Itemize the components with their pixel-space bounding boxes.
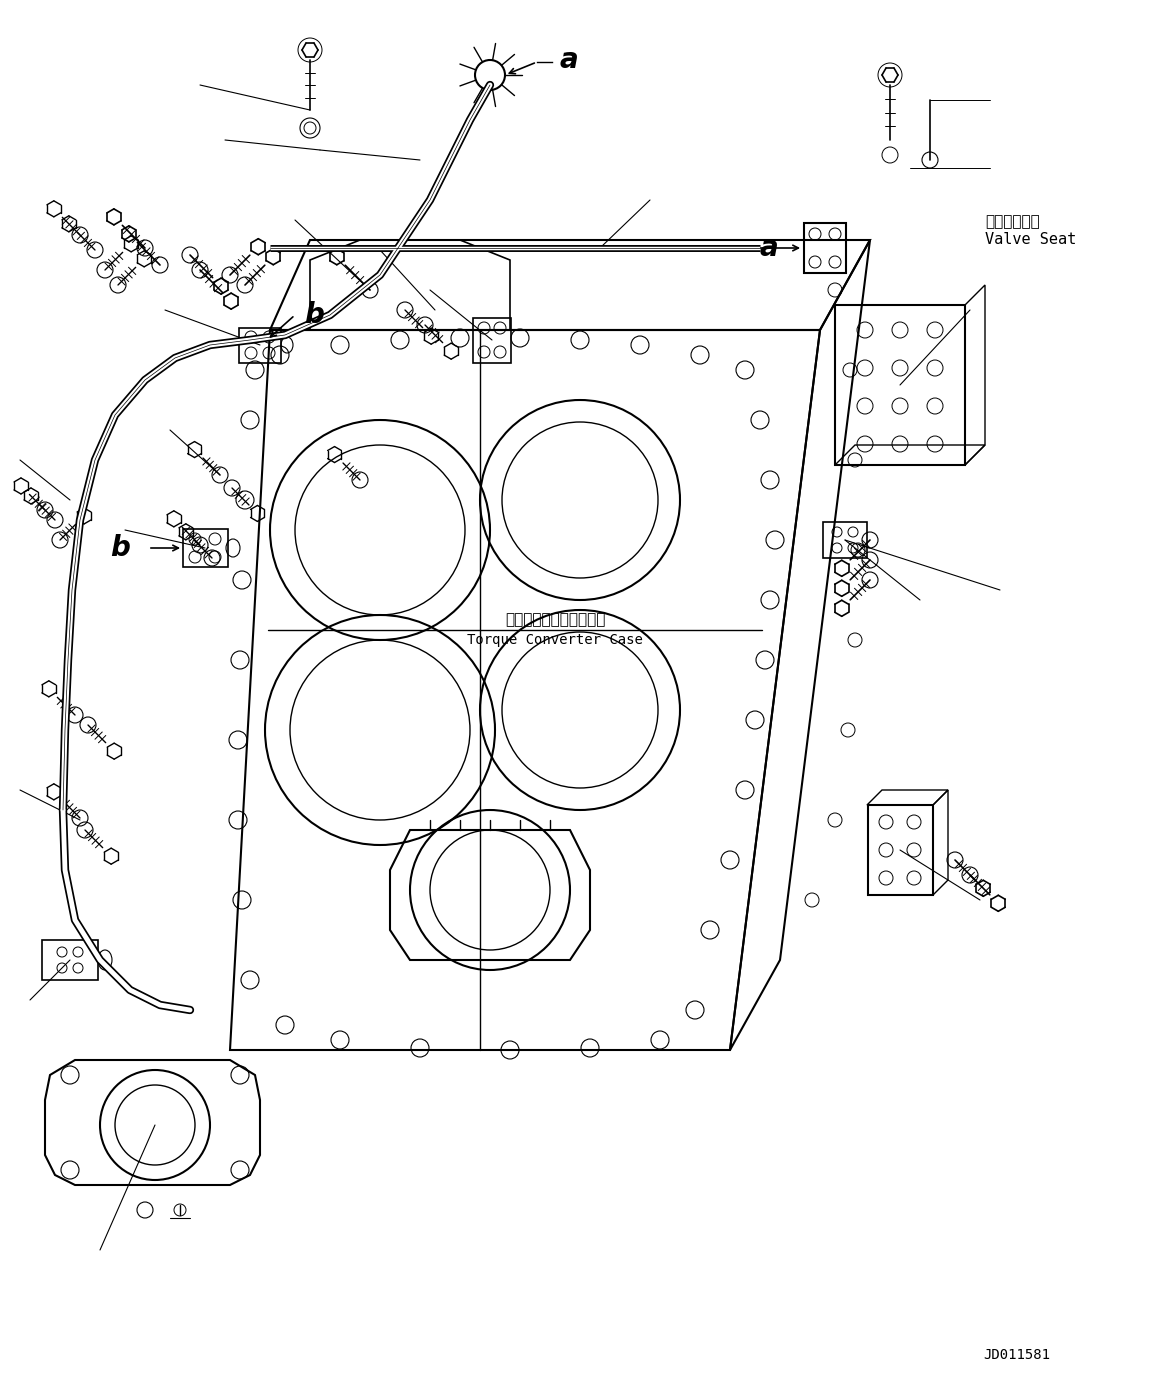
Text: JD011581: JD011581 [983, 1347, 1050, 1363]
Text: トルクコンバータケース: トルクコンバータケース [505, 613, 605, 628]
Text: a: a [759, 233, 779, 263]
Text: Valve Seat: Valve Seat [985, 232, 1076, 247]
Bar [473, 318, 511, 363]
Bar [42, 940, 98, 981]
Bar [804, 224, 846, 274]
Text: Torque Converter Case: Torque Converter Case [468, 633, 643, 647]
Text: a: a [561, 46, 579, 74]
Text: b: b [110, 533, 130, 563]
Bar [183, 529, 228, 567]
Text: バルブシート: バルブシート [985, 214, 1040, 229]
Bar [835, 306, 965, 465]
Text: b: b [304, 301, 323, 329]
Bar [868, 806, 933, 895]
Bar [240, 328, 281, 363]
Bar [823, 522, 866, 558]
Circle shape [475, 60, 505, 90]
